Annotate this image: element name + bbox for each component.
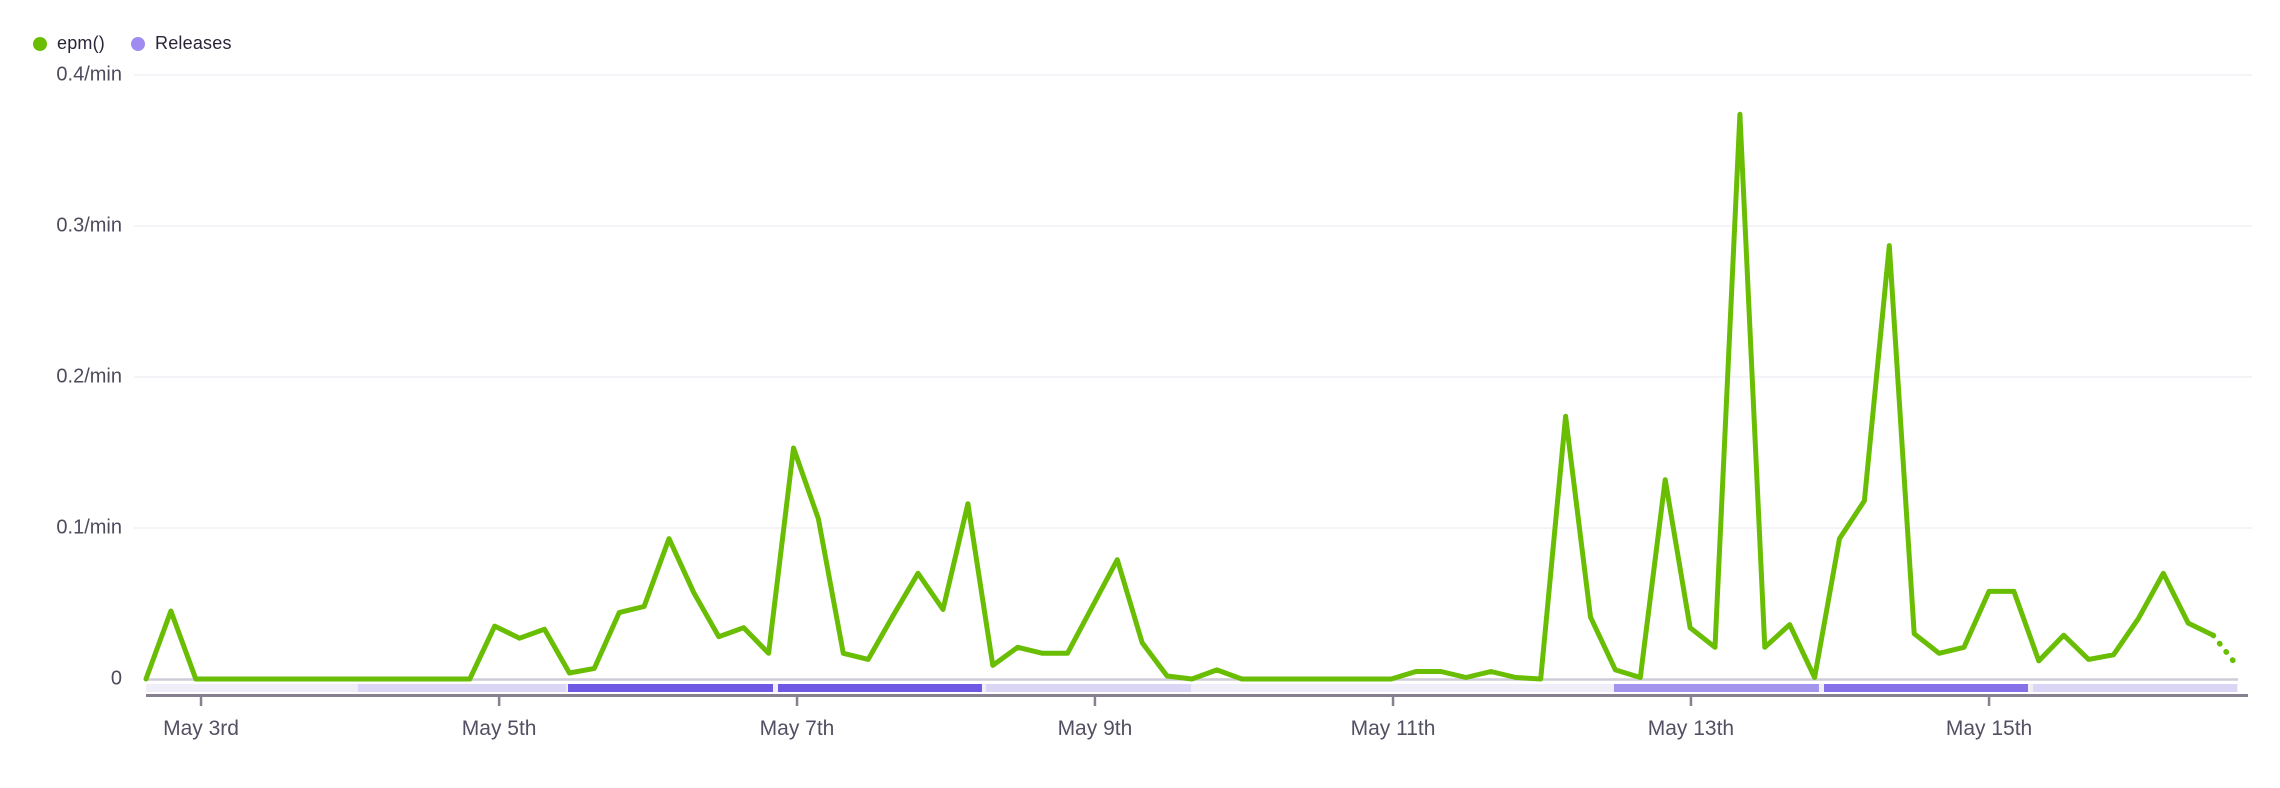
epm-line-dotted-tail xyxy=(2210,632,2241,670)
x-axis-tick-label: May 15th xyxy=(1945,717,2033,740)
y-axis-tick-label: 0.1/min xyxy=(56,516,122,539)
release-segment[interactable] xyxy=(567,684,773,692)
releases-dot-icon xyxy=(131,36,146,51)
release-segment[interactable] xyxy=(2032,684,2237,692)
releases-label: Releases xyxy=(155,33,232,53)
x-axis-tick-label: May 3rd xyxy=(163,717,239,740)
y-axis-tick-label: 0.3/min xyxy=(56,214,122,237)
release-segment[interactable] xyxy=(1613,684,1819,692)
release-segment[interactable] xyxy=(1823,684,2028,692)
y-axis-tick-label: 0.2/min xyxy=(56,365,122,388)
releases-track xyxy=(146,684,2238,692)
release-segment[interactable] xyxy=(985,684,1191,692)
epm-line xyxy=(143,111,2216,682)
x-axis-tick-label: May 5th xyxy=(461,717,537,740)
x-axis-tick-label: May 7th xyxy=(759,717,835,740)
y-axis-tick-label: 0 xyxy=(110,667,122,690)
x-axis-tick-label: May 9th xyxy=(1057,717,1133,740)
x-axis-tick-label: May 11th xyxy=(1350,717,1436,740)
y-axis-tick-label: 0.4/min xyxy=(56,63,122,86)
chart-legend: epm() Releases xyxy=(33,33,232,54)
epm-series-dot-icon xyxy=(33,36,47,51)
legend-item-epm[interactable]: epm() xyxy=(33,33,105,54)
legend-item-releases[interactable]: Releases xyxy=(131,33,232,54)
x-axis-tick-label: May 13th xyxy=(1647,717,1735,740)
release-segment[interactable] xyxy=(777,684,982,692)
release-segment[interactable] xyxy=(357,684,567,692)
epm-series-label: epm() xyxy=(57,33,106,53)
